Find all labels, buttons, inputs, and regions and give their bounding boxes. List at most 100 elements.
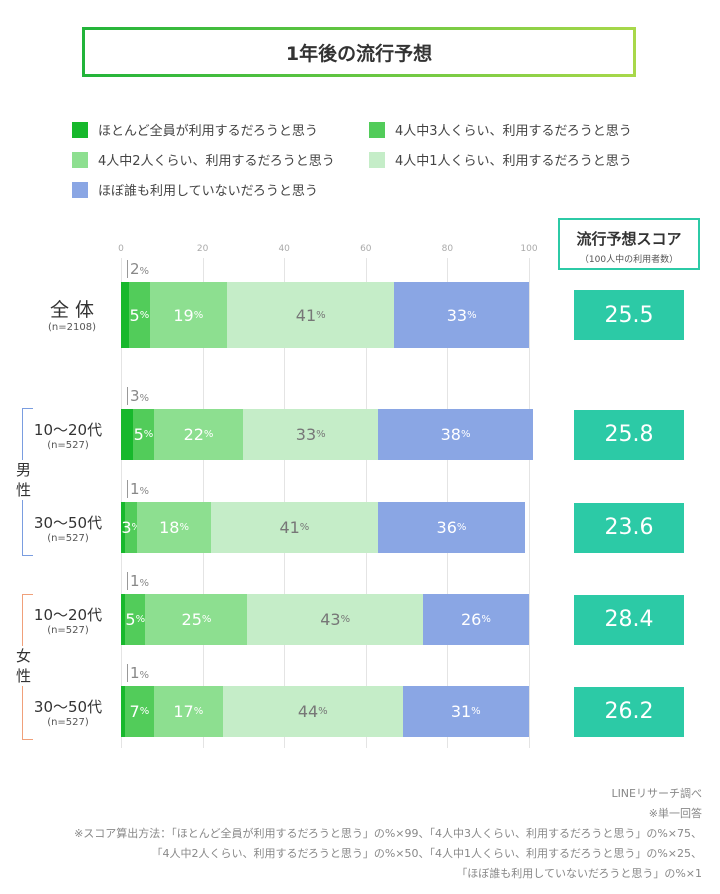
score-value: 25.8	[574, 409, 684, 460]
row-name: 全 体	[49, 299, 95, 321]
data-label: 5	[125, 610, 136, 629]
data-label: 17	[173, 702, 194, 721]
bar-segment: 19%	[149, 282, 228, 348]
bar-segment: 36%	[378, 502, 525, 553]
bar-segment: 31%	[402, 686, 529, 737]
row-name: 10〜20代	[33, 605, 103, 624]
legend-item: 4人中2人くらい、利用するだろうと思う	[72, 150, 335, 169]
row-sample-size: (n=527)	[47, 439, 89, 451]
legend-item: ほぼ誰も利用していないだろうと思う	[72, 180, 318, 199]
score-header-subtitle: （100人中の利用者数）	[579, 255, 679, 265]
group-label-male: 男性	[16, 460, 32, 500]
group-label-female: 女性	[16, 646, 32, 686]
bar-segment: 3%	[121, 502, 141, 553]
data-label: 5	[129, 305, 140, 325]
score-header-title: 流行予想スコア	[576, 230, 682, 248]
data-label-small: 1%	[127, 480, 149, 498]
bar-segment: 5%	[133, 409, 154, 460]
unit: %	[201, 614, 212, 625]
footnote: ※単一回答	[648, 807, 702, 820]
bar-segment: 41%	[210, 502, 379, 553]
data-label: 1	[130, 480, 140, 498]
bar-segment: 33%	[243, 409, 379, 460]
unit: %	[471, 706, 481, 717]
row-label: 30〜50代 (n=527)	[18, 512, 118, 544]
row-label: 30〜50代 (n=527)	[18, 696, 118, 728]
data-label: 19	[173, 305, 194, 325]
data-label: 22	[183, 425, 204, 444]
bar-segment: 43%	[247, 594, 423, 645]
data-label: 7	[129, 702, 140, 721]
unit: %	[135, 614, 146, 625]
axis-tick-label: 60	[360, 244, 372, 254]
score-value: 28.4	[574, 594, 684, 645]
unit: %	[139, 706, 150, 717]
row-label: 全 体 (n=2108)	[22, 295, 122, 333]
data-label-small: 1%	[127, 572, 149, 590]
legend-item: ほとんど全員が利用するだろうと思う	[72, 120, 318, 139]
legend-label: ほとんど全員が利用するだろうと思う	[98, 124, 318, 139]
data-label-small: 1%	[127, 664, 149, 682]
legend-label: 4人中1人くらい、利用するだろうと思う	[395, 154, 632, 169]
data-label: 38	[440, 425, 461, 444]
unit: %	[139, 486, 150, 497]
bar-segment: 22%	[153, 409, 244, 460]
bar-segment: 26%	[422, 594, 529, 645]
legend-swatch	[72, 121, 88, 138]
legend-swatch	[369, 151, 385, 168]
row-label: 10〜20代 (n=527)	[18, 419, 118, 451]
bar-segment	[121, 594, 126, 645]
legend-label: ほぼ誰も利用していないだろうと思う	[98, 184, 318, 199]
unit: %	[460, 429, 471, 440]
legend-label: 4人中2人くらい、利用するだろうと思う	[98, 154, 335, 169]
unit: %	[340, 614, 351, 625]
data-label: 44	[297, 702, 319, 721]
unit: %	[139, 266, 150, 277]
unit: %	[316, 309, 326, 321]
score-value: 26.2	[574, 686, 684, 737]
legend-label: 4人中3人くらい、利用するだろうと思う	[395, 124, 632, 139]
data-label: 33	[446, 305, 468, 325]
legend-item: 4人中1人くらい、利用するだろうと思う	[369, 150, 632, 169]
bar-segment	[121, 686, 126, 737]
axis-tick-label: 40	[278, 244, 290, 254]
bar-segment: 7%	[125, 686, 154, 737]
data-label: 3	[130, 387, 140, 405]
row-sample-size: (n=527)	[47, 716, 89, 728]
unit: %	[203, 429, 214, 440]
row-name: 10〜20代	[33, 420, 103, 439]
axis-tick-label: 0	[118, 244, 124, 254]
legend-item: 4人中3人くらい、利用するだろうと思う	[369, 120, 632, 139]
data-label: 31	[450, 702, 472, 721]
bar-segment: 5%	[125, 594, 146, 645]
bar-segment: 18%	[137, 502, 211, 553]
unit: %	[143, 429, 154, 440]
bar-segment: 5%	[129, 282, 150, 348]
score-value: 25.5	[574, 290, 684, 340]
unit: %	[193, 706, 204, 717]
bar-segment: 38%	[378, 409, 534, 460]
unit: %	[299, 522, 310, 533]
data-label: 26	[461, 610, 482, 629]
data-label: 18	[159, 518, 180, 537]
data-label: 1	[130, 664, 140, 682]
footnote: ※スコア算出方法：「ほとんど全員が利用するだろうと思う」の%×99、「4人中3人…	[74, 827, 702, 840]
row-sample-size: (n=527)	[47, 532, 89, 544]
gridline	[529, 258, 530, 748]
axis-tick-label: 100	[520, 244, 538, 254]
data-label: 41	[279, 518, 300, 537]
unit: %	[316, 429, 326, 440]
bar-segment: 17%	[153, 686, 223, 737]
unit: %	[139, 578, 150, 589]
bar-segment	[121, 409, 134, 460]
data-label: 41	[295, 305, 317, 325]
unit: %	[131, 522, 142, 533]
legend-swatch	[72, 151, 88, 168]
data-label: 5	[133, 425, 144, 444]
unit: %	[456, 522, 467, 533]
legend-swatch	[72, 181, 88, 198]
axis-tick-label: 80	[441, 244, 454, 254]
data-label: 43	[320, 610, 341, 629]
row-label: 10〜20代 (n=527)	[18, 604, 118, 636]
